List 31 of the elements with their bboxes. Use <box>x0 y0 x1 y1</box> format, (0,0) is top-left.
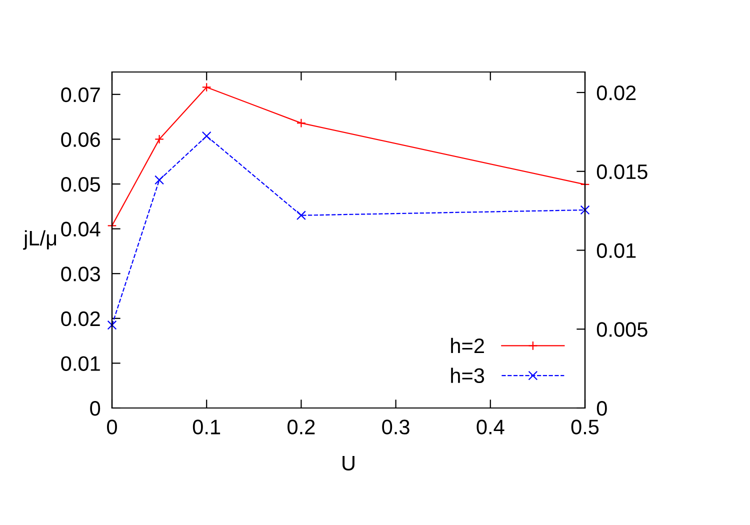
legend-label: h=3 <box>451 368 484 384</box>
x-tick-label: 0.5 <box>571 420 599 434</box>
y-tick-label: 0.07 <box>61 87 100 102</box>
y2-tick-label: 0.015 <box>596 164 648 180</box>
point <box>580 205 590 215</box>
x-tick-label: 0.4 <box>476 420 504 434</box>
x-tick-label: 0.3 <box>382 420 410 434</box>
y-tick-label: 0.05 <box>61 177 100 192</box>
point <box>296 210 306 220</box>
y-tick-label: 0.03 <box>61 266 100 282</box>
y2-tick-label: 0 <box>596 401 607 416</box>
x-tick-label: 0 <box>107 420 117 434</box>
x-tick-label: 0.1 <box>192 420 220 434</box>
point <box>107 320 117 330</box>
point <box>154 134 164 144</box>
point <box>202 131 212 141</box>
y2-tick-label: 0.01 <box>596 243 636 258</box>
y-tick-label: 0.01 <box>61 356 100 371</box>
y-tick-label: 0 <box>90 401 100 416</box>
legend-label: h=2 <box>451 338 484 354</box>
y-tick-label: 0.04 <box>61 222 100 237</box>
x-axis-title: U <box>342 456 354 470</box>
point <box>296 118 306 128</box>
y-axis-title: jL/μ <box>23 230 56 250</box>
point <box>202 82 212 92</box>
y-tick-label: 0.06 <box>61 132 100 147</box>
y-tick-label: 0.02 <box>61 311 100 326</box>
y2-tick-label: 0.005 <box>596 322 648 337</box>
x-tick-label: 0.2 <box>288 420 315 434</box>
y2-tick-label: 0.02 <box>596 86 636 100</box>
point <box>154 175 164 185</box>
